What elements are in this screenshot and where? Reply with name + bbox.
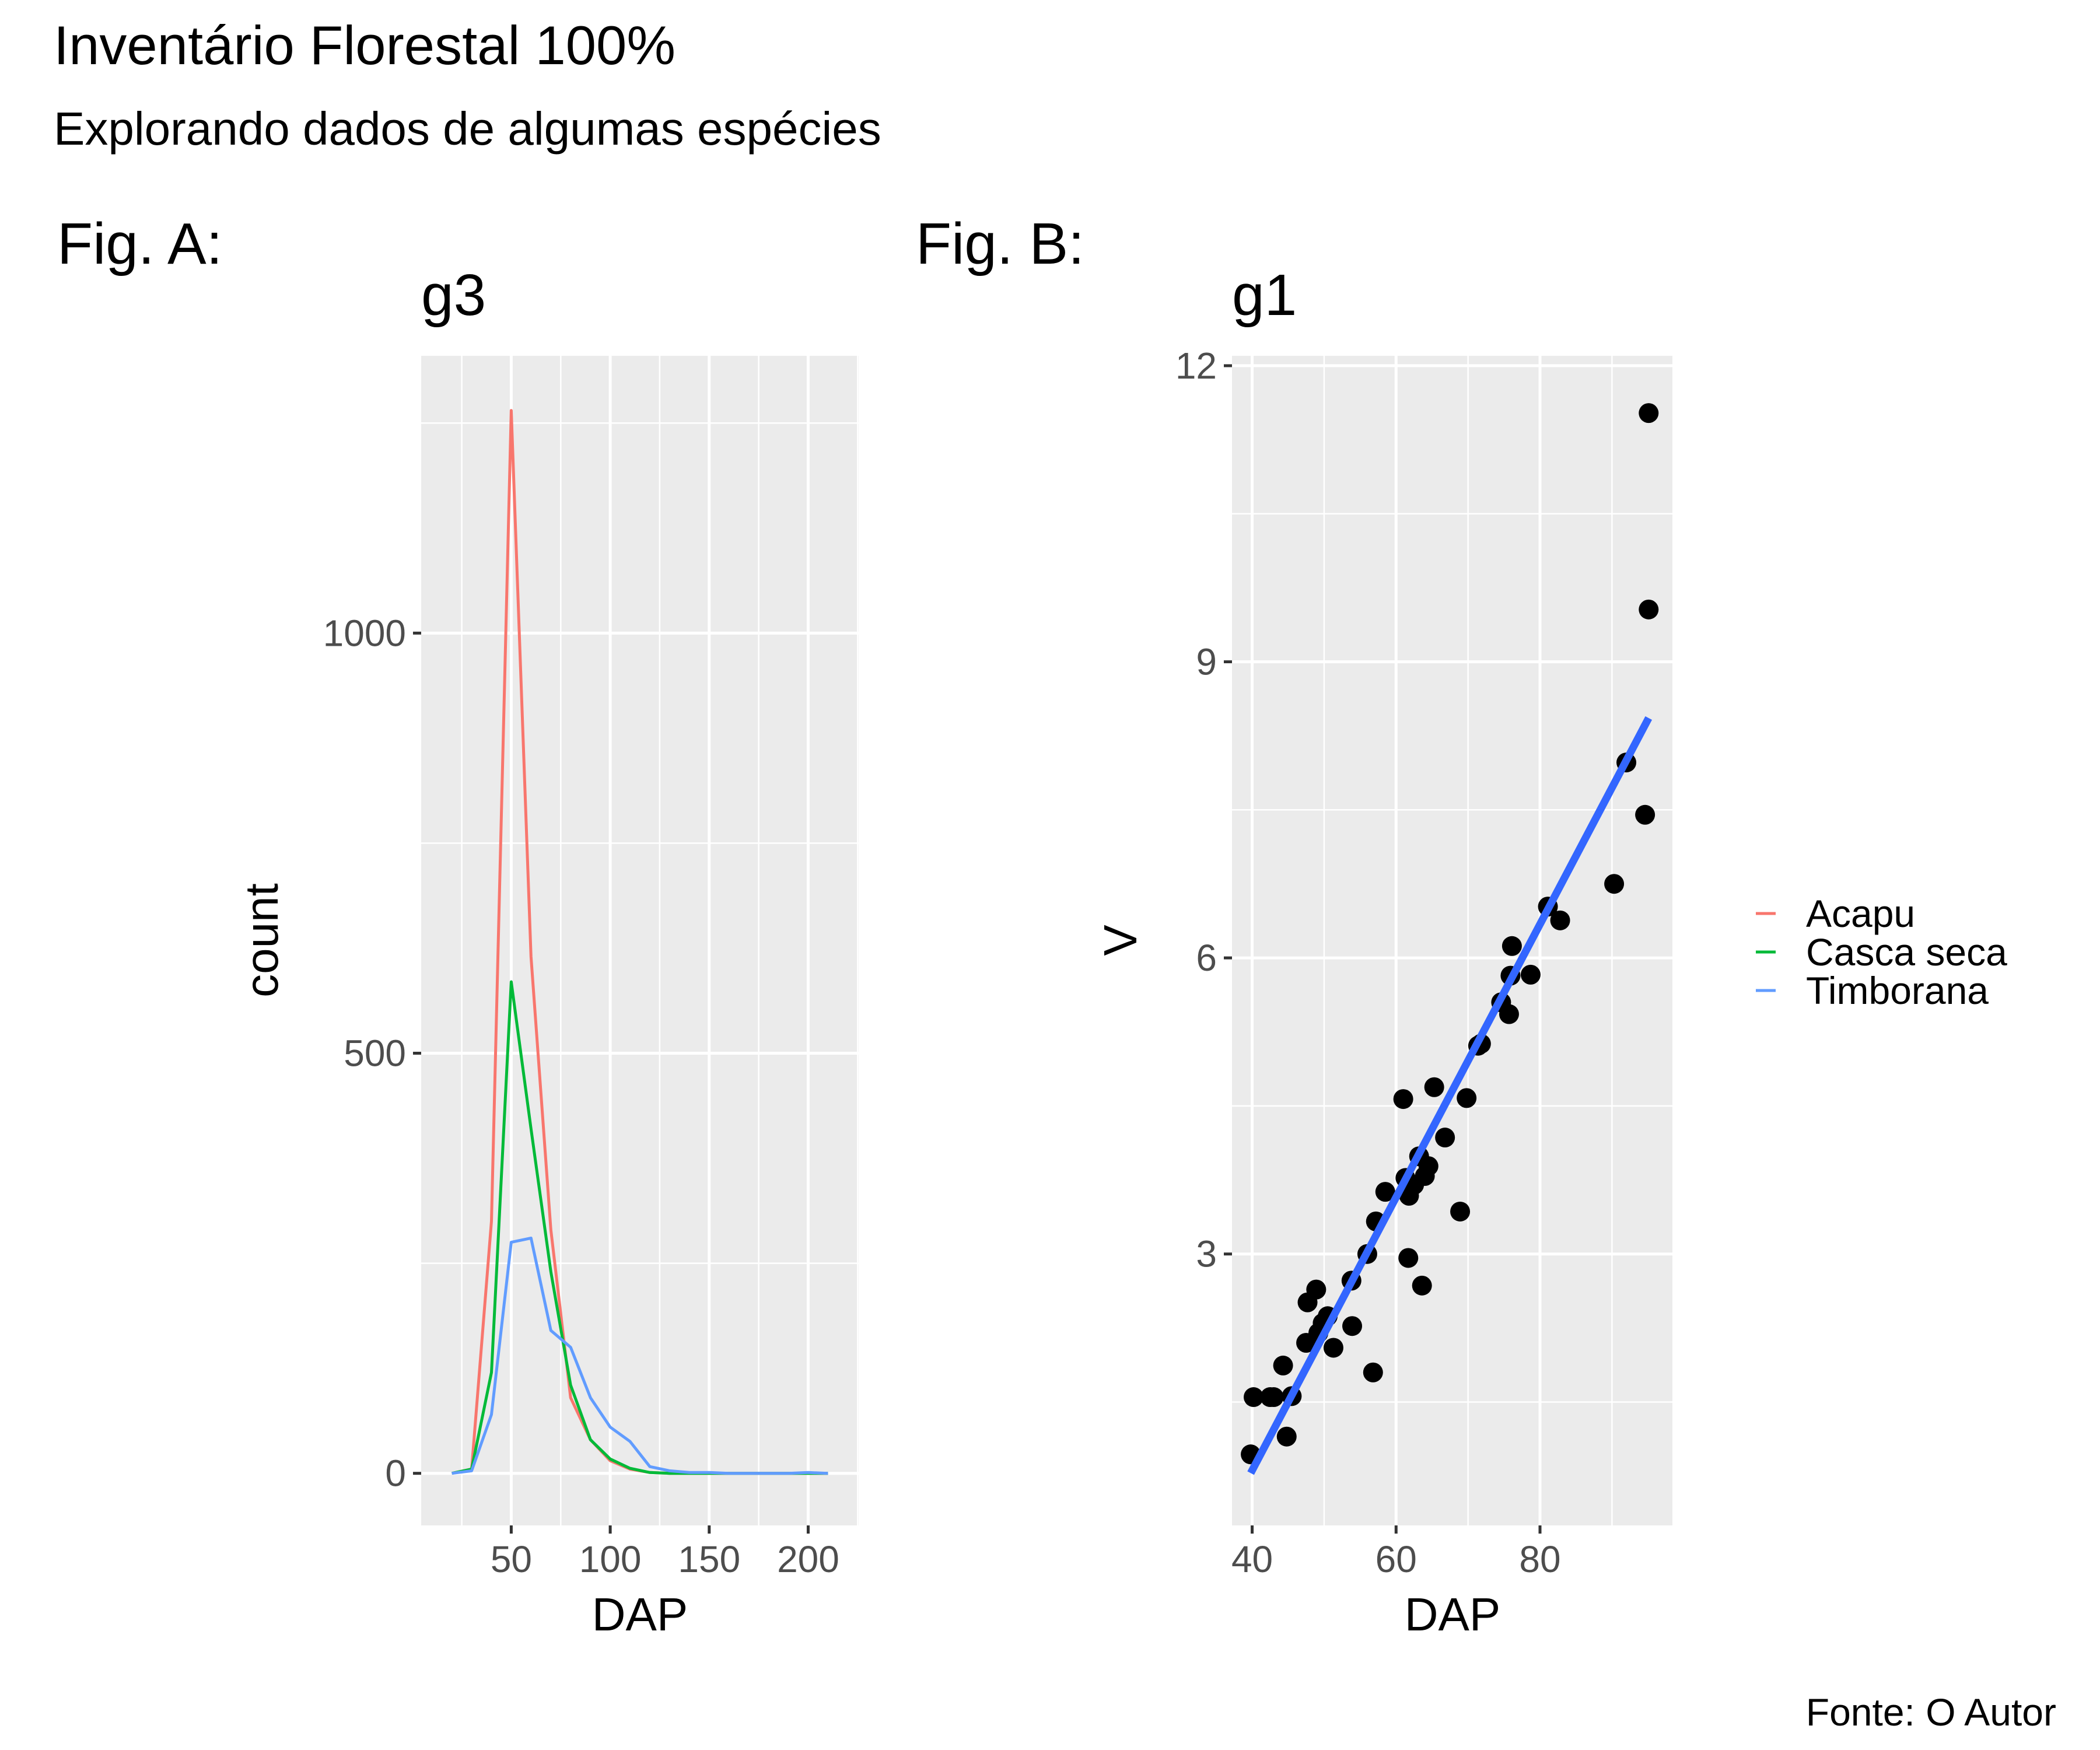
scatter-point [1306,1279,1326,1300]
panel-b-y-tick-label: 9 [1196,641,1217,683]
scatter-point [1639,599,1659,620]
scatter-point [1363,1362,1383,1382]
panel-a-plot-background [421,356,859,1525]
legend-label-timborana: Timborana [1806,969,1989,1012]
scatter-point [1520,964,1541,985]
regression-line [1247,716,1653,1475]
scatter-point [1244,1387,1264,1408]
scatter-point [1418,1156,1438,1177]
scatter-point [1412,1275,1432,1296]
panel-a-x-tick-label: 200 [777,1538,839,1580]
legend-label-acapu: Acapu [1806,892,1915,935]
panel-b-x-tick-label: 40 [1231,1538,1273,1580]
scatter-point [1635,804,1656,825]
panel-b-y-tick-label: 6 [1196,937,1217,979]
panel-a-x-tick-label: 50 [491,1538,532,1580]
scatter-point [1323,1338,1343,1358]
scatter-point [1457,1088,1477,1108]
panel-a-axes: 50 100 150 200 0 500 1000 [323,612,839,1580]
scatter-point [1375,1182,1395,1202]
scatter-point [1435,1128,1455,1148]
scatter-point [1639,403,1659,424]
scatter-point [1450,1201,1471,1222]
legend-label-casca-seca: Casca seca [1806,930,2007,974]
panel-b-x-axis-label: DAP [1405,1588,1501,1640]
panel-b-y-tick-label: 12 [1175,345,1217,387]
panel-a-y-axis-label: count [236,883,288,998]
panel-b-y-axis-label: V [1094,925,1146,956]
panel-b: Fig. B: g1 40 60 80 3 6 9 12 DAP V [916,211,1672,1640]
panel-b-fit [1247,716,1653,1475]
series-line-timborana [452,1236,828,1475]
scatter-point [1550,910,1570,930]
scatter-point [1499,1004,1519,1024]
panel-b-x-tick-label: 80 [1519,1538,1560,1580]
panel-a-y-tick-label: 1000 [323,612,406,654]
scatter-point [1264,1387,1284,1408]
panel-b-grid [1232,356,1672,1525]
panel-b-y-tick-label: 3 [1196,1233,1217,1275]
caption: Fonte: O Autor [1806,1690,2056,1734]
panel-b-title: g1 [1232,262,1297,328]
panel-a-x-axis-label: DAP [592,1588,688,1640]
panel-a-y-tick-label: 0 [385,1452,406,1494]
panel-a-x-tick-label: 150 [678,1538,740,1580]
panel-a-title: g3 [421,262,486,328]
scatter-point [1424,1077,1444,1097]
panel-b-axes: 40 60 80 3 6 9 12 [1175,345,1561,1580]
scatter-point [1393,1089,1413,1110]
panel-b-plot-background [1232,356,1672,1525]
scatter-point [1342,1316,1363,1336]
scatter-point [1502,936,1522,956]
panel-a: Fig. A: g3 50 100 150 200 0 500 1000 DAP count [57,211,859,1640]
scatter-point [1273,1355,1293,1376]
scatter-point [1276,1426,1297,1447]
page-title: Inventário Florestal 100% [54,15,676,76]
scatter-point [1398,1248,1419,1268]
panel-b-tag: Fig. B: [916,211,1084,276]
panel-a-tag: Fig. A: [57,211,222,276]
panel-b-x-tick-label: 60 [1376,1538,1417,1580]
panel-a-y-tick-label: 500 [344,1032,406,1074]
scatter-point [1604,874,1625,894]
panel-a-series [452,409,828,1475]
page-subtitle: Explorando dados de algumas espécies [54,103,881,155]
panel-a-x-tick-label: 100 [579,1538,642,1580]
